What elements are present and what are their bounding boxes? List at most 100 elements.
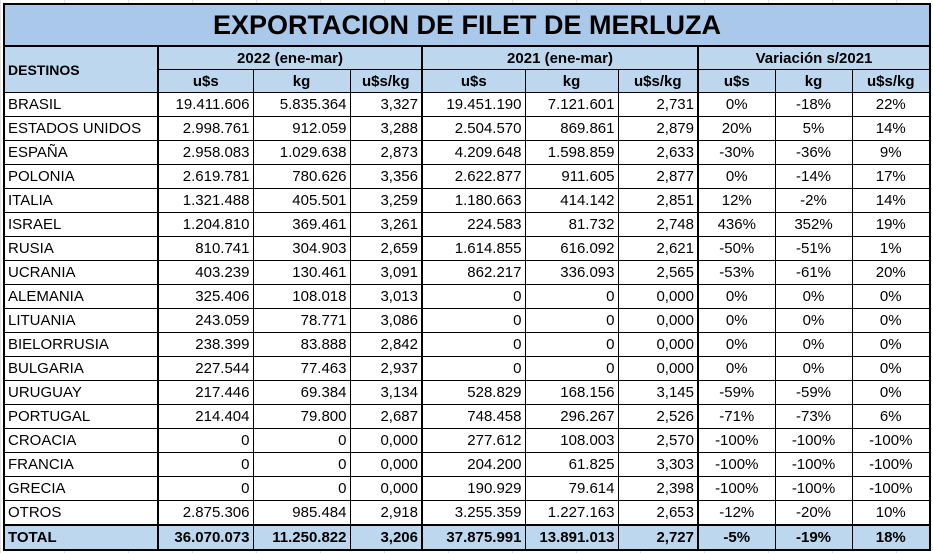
value-cell: 3,288 <box>349 116 423 141</box>
value-cell: 3,327 <box>349 92 423 117</box>
value-cell: 2,877 <box>617 164 699 189</box>
value-cell: -30% <box>697 140 776 165</box>
destination-cell: POLONIA <box>3 164 159 189</box>
value-cell: 2,687 <box>349 404 423 429</box>
destination-cell: FRANCIA <box>3 452 159 477</box>
value-cell: 6% <box>851 404 931 429</box>
value-cell: 1.029.638 <box>252 140 351 165</box>
value-cell: 2,621 <box>617 236 699 261</box>
table-row: UCRANIA 403.239 130.461 3,091 862.217 336.093… <box>3 260 931 285</box>
value-cell: 190.929 <box>421 476 526 501</box>
value-cell: 5% <box>774 116 853 141</box>
value-cell: 224.583 <box>421 212 526 237</box>
subheader-2021-usd-per-kg: u$s/kg <box>617 69 699 93</box>
value-cell: 3,086 <box>349 308 423 333</box>
value-cell: 10% <box>851 500 931 526</box>
table-row: ISRAEL 1.204.810 369.461 3,261 224.583 81.732… <box>3 212 931 237</box>
destination-cell: TOTAL <box>3 524 159 551</box>
value-cell: 616.092 <box>524 236 619 261</box>
value-cell: -2% <box>774 188 853 213</box>
value-cell: -100% <box>697 452 776 477</box>
value-cell: 0% <box>697 356 776 381</box>
value-cell: 19% <box>851 212 931 237</box>
value-cell: 0,000 <box>349 476 423 501</box>
value-cell: 238.399 <box>157 332 254 357</box>
value-cell: 130.461 <box>252 260 351 285</box>
value-cell: -100% <box>697 476 776 501</box>
value-cell: 1.598.859 <box>524 140 619 165</box>
value-cell: -53% <box>697 260 776 285</box>
destination-cell: UCRANIA <box>3 260 159 285</box>
value-cell: 810.741 <box>157 236 254 261</box>
value-cell: 403.239 <box>157 260 254 285</box>
value-cell: 0 <box>524 308 619 333</box>
value-cell: 0,000 <box>617 332 699 357</box>
destination-cell: ITALIA <box>3 188 159 213</box>
value-cell: 528.829 <box>421 380 526 405</box>
value-cell: 2,653 <box>617 500 699 526</box>
value-cell: 11.250.822 <box>252 524 351 551</box>
value-cell: -19% <box>774 524 853 551</box>
subheader-2022-usd-per-kg: u$s/kg <box>349 69 423 93</box>
destination-cell: ALEMANIA <box>3 284 159 309</box>
value-cell: 2,727 <box>617 524 699 551</box>
value-cell: 243.059 <box>157 308 254 333</box>
value-cell: 77.463 <box>252 356 351 381</box>
table-row: PORTUGAL 214.404 79.800 2,687 748.458 296.267… <box>3 404 931 429</box>
destination-cell: ESPAÑA <box>3 140 159 165</box>
value-cell: 985.484 <box>252 500 351 526</box>
value-cell: 0% <box>851 380 931 405</box>
value-cell: 0,000 <box>617 284 699 309</box>
value-cell: 3,145 <box>617 380 699 405</box>
value-cell: 0% <box>697 308 776 333</box>
destination-cell: BULGARIA <box>3 356 159 381</box>
value-cell: 20% <box>851 260 931 285</box>
value-cell: 2,731 <box>617 92 699 117</box>
value-cell: 1.180.663 <box>421 188 526 213</box>
value-cell: -100% <box>774 428 853 453</box>
value-cell: -50% <box>697 236 776 261</box>
value-cell: 748.458 <box>421 404 526 429</box>
value-cell: 2,398 <box>617 476 699 501</box>
table-row: FRANCIA 0 0 0,000 204.200 61.825 3,303 -100% -10… <box>3 452 931 477</box>
destination-cell: OTROS <box>3 500 159 526</box>
value-cell: -100% <box>774 476 853 501</box>
value-cell: 13.891.013 <box>524 524 619 551</box>
value-cell: 1.321.488 <box>157 188 254 213</box>
value-cell: 0% <box>851 332 931 357</box>
table-row: ESPAÑA 2.958.083 1.029.638 2,873 4.209.648 1.… <box>3 140 931 165</box>
value-cell: -61% <box>774 260 853 285</box>
destination-cell: BRASIL <box>3 92 159 117</box>
value-cell: 83.888 <box>252 332 351 357</box>
header-2022: 2022 (ene-mar) <box>157 45 423 70</box>
subheader-2022-usd: u$s <box>157 69 254 93</box>
value-cell: 0% <box>697 164 776 189</box>
value-cell: 2,879 <box>617 116 699 141</box>
value-cell: 0% <box>697 284 776 309</box>
value-cell: 9% <box>851 140 931 165</box>
destination-cell: CROACIA <box>3 428 159 453</box>
table-row: BRASIL 19.411.606 5.835.364 3,327 19.451.190… <box>3 92 931 117</box>
value-cell: 2,570 <box>617 428 699 453</box>
value-cell: 2.622.877 <box>421 164 526 189</box>
subheader-var-usd-per-kg: u$s/kg <box>851 69 931 93</box>
value-cell: 2,633 <box>617 140 699 165</box>
value-cell: 1% <box>851 236 931 261</box>
value-cell: 304.903 <box>252 236 351 261</box>
value-cell: 2,526 <box>617 404 699 429</box>
value-cell: 2.958.083 <box>157 140 254 165</box>
value-cell: 1.204.810 <box>157 212 254 237</box>
destination-cell: RUSIA <box>3 236 159 261</box>
value-cell: 0 <box>157 476 254 501</box>
table-row: BULGARIA 227.544 77.463 2,937 0 0 0,000 0% 0% 0% <box>3 356 931 381</box>
value-cell: 2,659 <box>349 236 423 261</box>
destination-cell: GRECIA <box>3 476 159 501</box>
value-cell: -100% <box>851 452 931 477</box>
destination-cell: URUGUAY <box>3 380 159 405</box>
value-cell: 204.200 <box>421 452 526 477</box>
value-cell: 22% <box>851 92 931 117</box>
value-cell: 369.461 <box>252 212 351 237</box>
header-2021: 2021 (ene-mar) <box>421 45 699 70</box>
table-row: POLONIA 2.619.781 780.626 3,356 2.622.877 911… <box>3 164 931 189</box>
value-cell: 2.998.761 <box>157 116 254 141</box>
